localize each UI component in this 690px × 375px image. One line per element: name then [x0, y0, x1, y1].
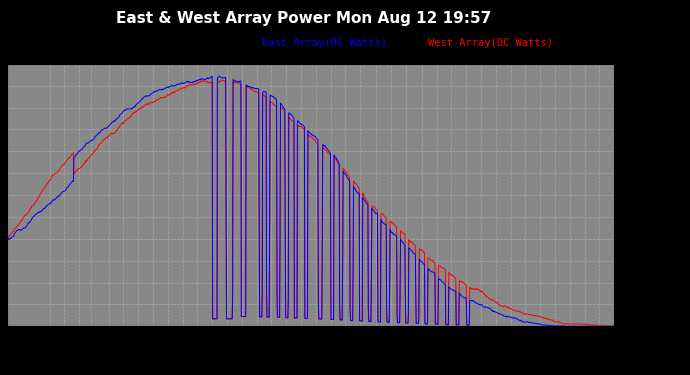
Text: East & West Array Power Mon Aug 12 19:57: East & West Array Power Mon Aug 12 19:57: [116, 11, 491, 26]
Text: Copyright 2024 Curtronics.com: Copyright 2024 Curtronics.com: [7, 38, 159, 48]
Text: West Array(DC Watts): West Array(DC Watts): [428, 38, 553, 48]
Text: East Array(DC Watts): East Array(DC Watts): [262, 38, 387, 48]
